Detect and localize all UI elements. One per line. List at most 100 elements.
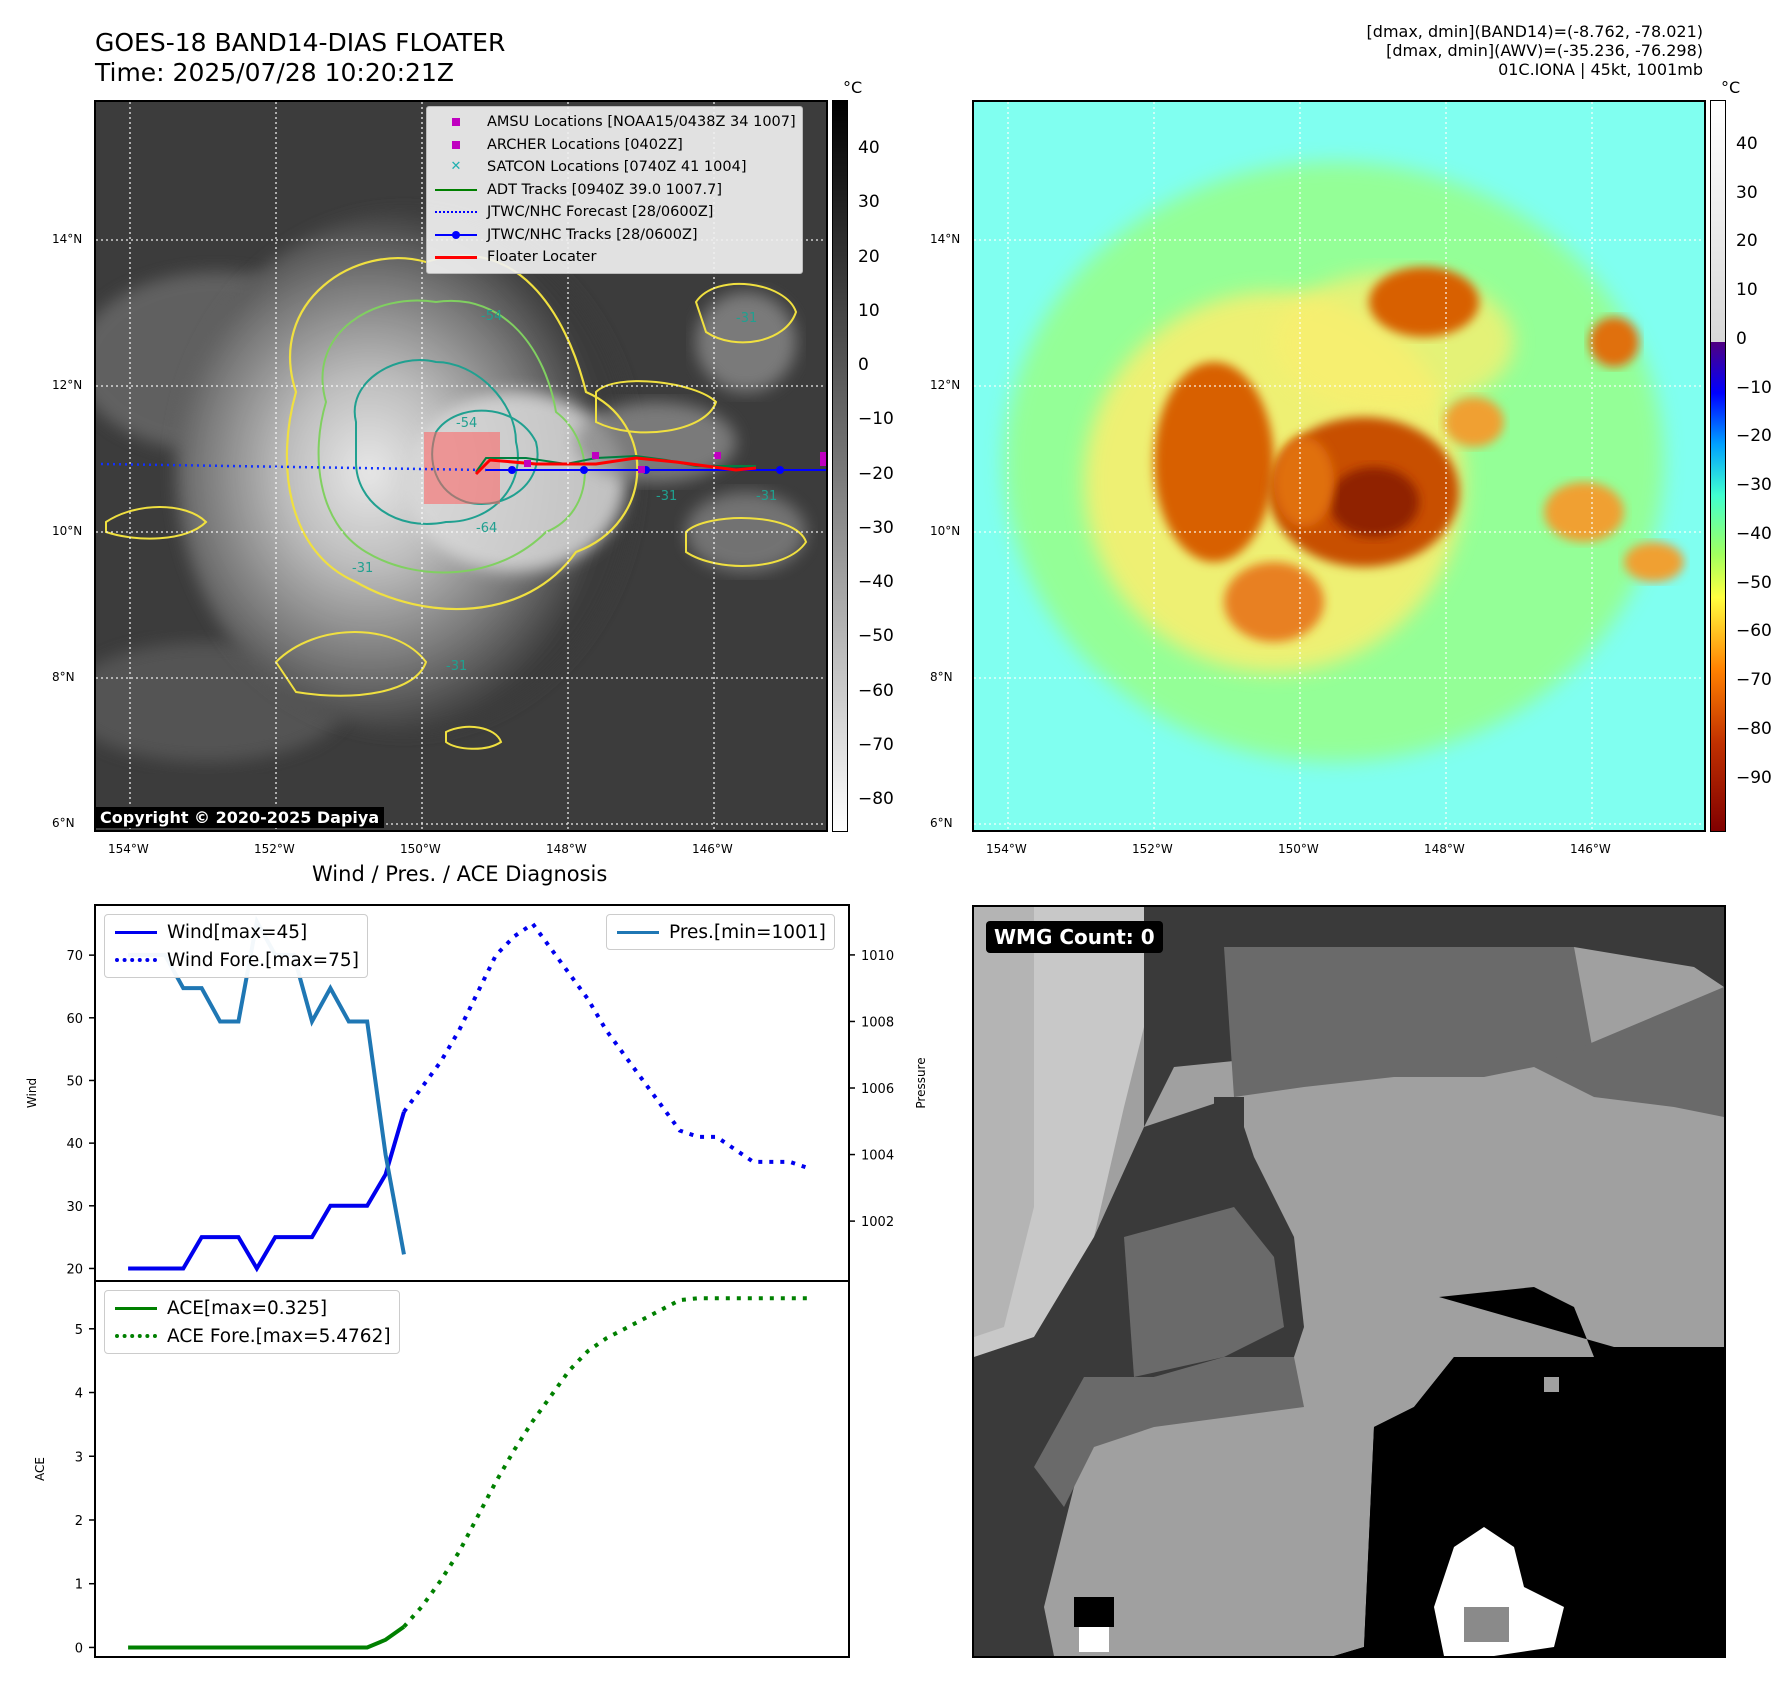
y-tick-label: 1: [75, 1578, 83, 1593]
y-tick-label: 20: [66, 1262, 83, 1277]
line-dot-icon: [433, 228, 479, 242]
y-tick-label: 4: [75, 1387, 83, 1402]
diagnosis-title: Wind / Pres. / ACE Diagnosis: [312, 862, 608, 886]
colorbar-tick: −40: [858, 572, 894, 593]
lon-tick: 148°W: [546, 842, 587, 856]
line-icon: [113, 1301, 159, 1315]
lat-tick: 8°N: [52, 670, 75, 684]
awv-colorbar: [1710, 100, 1726, 832]
contour-label: -31: [352, 561, 373, 576]
line-icon: [615, 925, 661, 939]
lon-tick: 146°W: [1570, 842, 1611, 856]
title-line-time: Time: 2025/07/28 10:20:21Z: [95, 58, 454, 87]
wmg-image: [974, 907, 1724, 1656]
info-awv-range: [dmax, dmin](AWV)=(-35.236, -76.298): [1386, 41, 1703, 60]
legend-archer: ARCHER Locations [0402Z]: [433, 134, 796, 157]
lat-tick: 12°N: [930, 378, 961, 392]
pressure-axis-label: Pressure: [914, 1057, 928, 1108]
wmg-panel: WMG Count: 0: [972, 905, 1726, 1658]
ir-map-panel: -54 -31 -54 -31 -64 -31 -31 -31 AMSU Loc…: [94, 100, 828, 832]
lon-tick: 154°W: [108, 842, 149, 856]
lat-tick: 14°N: [52, 232, 83, 246]
line-icon: [433, 250, 479, 264]
pressure-legend: Pres.[min=1001]: [606, 914, 835, 950]
square-icon: [433, 138, 479, 152]
colorbar-tick: 20: [1736, 231, 1758, 252]
copyright-badge: Copyright © 2020-2025 Dapiya: [95, 807, 385, 828]
legend-amsu: AMSU Locations [NOAA15/0438Z 34 1007]: [433, 111, 796, 134]
legend-adt: ADT Tracks [0940Z 39.0 1007.7]: [433, 179, 796, 202]
y-tick-label: 1008: [861, 1015, 894, 1030]
series-line: [402, 1296, 809, 1629]
colorbar-tick: −10: [1736, 377, 1772, 398]
lat-tick: 12°N: [52, 378, 83, 392]
awv-map-panel: [972, 100, 1706, 832]
colorbar-tick: −80: [1736, 718, 1772, 739]
contour-label: -31: [736, 311, 757, 326]
colorbar-tick: −30: [1736, 475, 1772, 496]
contour-label: -31: [656, 489, 677, 504]
ace-axis-label: ACE: [33, 1457, 47, 1481]
contour-label: -54: [456, 416, 477, 431]
contour-label: -31: [446, 659, 467, 674]
ir-colorbar: [832, 100, 848, 832]
map-legend: AMSU Locations [NOAA15/0438Z 34 1007] AR…: [426, 106, 803, 274]
line-icon: [433, 183, 479, 197]
lat-tick: 6°N: [930, 816, 953, 830]
lat-tick: 14°N: [930, 232, 961, 246]
y-tick-label: 1006: [861, 1082, 894, 1097]
ir-colorbar-unit: °C: [843, 78, 863, 97]
colorbar-tick: −50: [1736, 572, 1772, 593]
colorbar-tick: 0: [1736, 328, 1747, 349]
lon-tick: 152°W: [1132, 842, 1173, 856]
colorbar-tick: 0: [858, 355, 869, 376]
lat-tick: 10°N: [930, 524, 961, 538]
colorbar-tick: 30: [858, 192, 880, 213]
y-tick-label: 1004: [861, 1149, 894, 1164]
y-tick-label: 30: [66, 1200, 83, 1215]
legend-wind-forecast: Wind Fore.[max=75]: [113, 946, 359, 974]
colorbar-tick: −30: [858, 517, 894, 538]
colorbar-tick: −20: [1736, 426, 1772, 447]
colorbar-tick: −50: [858, 626, 894, 647]
line-icon: [113, 925, 159, 939]
legend-ace: ACE[max=0.325]: [113, 1294, 391, 1322]
dotted-line-icon: [113, 1329, 159, 1343]
y-tick-label: 40: [66, 1137, 83, 1152]
lon-tick: 154°W: [986, 842, 1027, 856]
colorbar-tick: 40: [1736, 133, 1758, 154]
colorbar-tick: 30: [1736, 182, 1758, 203]
y-tick-label: 50: [66, 1074, 83, 1089]
legend-ace-forecast: ACE Fore.[max=5.4762]: [113, 1322, 391, 1350]
colorbar-tick: 20: [858, 246, 880, 267]
colorbar-tick: 10: [1736, 280, 1758, 301]
colorbar-tick: −80: [858, 789, 894, 810]
x-mark-icon: ✕: [450, 159, 462, 175]
colorbar-tick: −60: [1736, 621, 1772, 642]
lon-tick: 152°W: [254, 842, 295, 856]
colorbar-tick: 40: [858, 138, 880, 159]
lon-tick: 148°W: [1424, 842, 1465, 856]
legend-tracks: JTWC/NHC Tracks [28/0600Z]: [433, 224, 796, 247]
series-line: [402, 921, 810, 1171]
figure-title: GOES-18 BAND14-DIAS FLOATER Time: 2025/0…: [95, 28, 505, 88]
colorbar-tick: −10: [858, 409, 894, 430]
series-line: [128, 1625, 406, 1650]
colorbar-tick: −60: [858, 680, 894, 701]
y-tick-label: 2: [75, 1514, 83, 1529]
colorbar-tick: −70: [858, 734, 894, 755]
colorbar-tick: −40: [1736, 523, 1772, 544]
wind-axis-label: Wind: [25, 1078, 39, 1108]
legend-satcon: ✕ SATCON Locations [0740Z 41 1004]: [433, 156, 796, 179]
wind-legend: Wind[max=45] Wind Fore.[max=75]: [104, 914, 368, 978]
ace-legend: ACE[max=0.325] ACE Fore.[max=5.4762]: [104, 1290, 400, 1354]
legend-pressure: Pres.[min=1001]: [615, 918, 826, 946]
y-tick-label: 5: [75, 1323, 83, 1338]
awv-colorbar-unit: °C: [1721, 78, 1741, 97]
legend-forecast: JTWC/NHC Forecast [28/0600Z]: [433, 201, 796, 224]
lat-tick: 8°N: [930, 670, 953, 684]
lon-tick: 146°W: [692, 842, 733, 856]
y-tick-label: 70: [66, 949, 83, 964]
info-storm-name: 01C.IONA | 45kt, 1001mb: [1498, 60, 1703, 79]
contour-label: -31: [756, 489, 777, 504]
